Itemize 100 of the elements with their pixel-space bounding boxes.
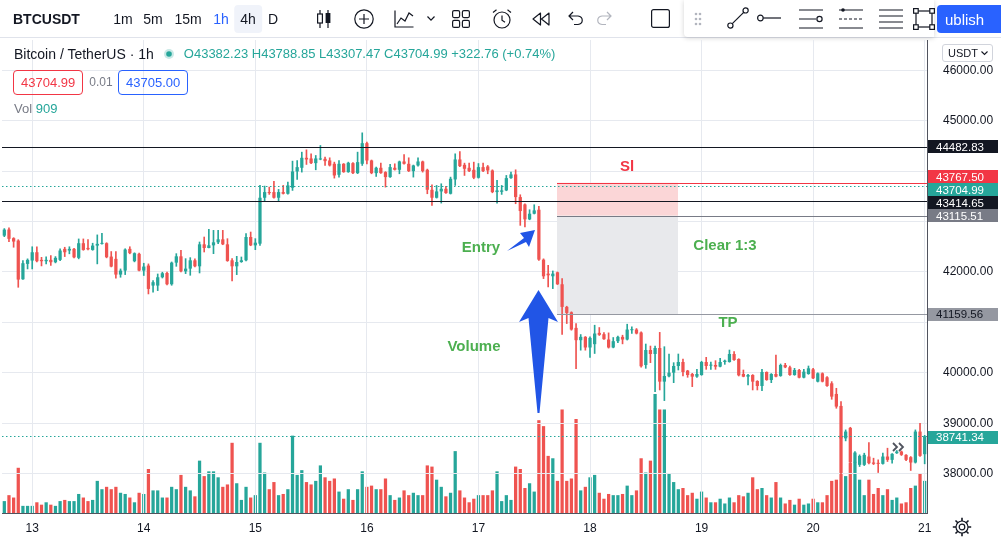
- bar: [58, 501, 62, 513]
- bar: [788, 499, 792, 513]
- bar: [658, 409, 662, 513]
- bar: [620, 493, 625, 513]
- bar: [885, 489, 890, 513]
- bar: [295, 474, 299, 513]
- x-tick-label: 15: [248, 520, 263, 535]
- bar: [616, 495, 620, 513]
- candlestick: [100, 232, 104, 245]
- bar: [249, 497, 253, 513]
- x-tick-label: 13: [25, 520, 40, 535]
- x-tick-label: 14: [137, 520, 151, 535]
- ref-line-label: 43115.51: [936, 209, 984, 222]
- bar: [281, 493, 285, 513]
- bar: [778, 497, 783, 513]
- y-tick-label: 45000.00: [943, 112, 994, 127]
- bar: [7, 495, 11, 513]
- bar: [681, 488, 685, 513]
- bar: [332, 478, 336, 513]
- bar: [360, 471, 364, 513]
- bar: [430, 466, 434, 513]
- bar: [453, 451, 457, 513]
- bar: [86, 501, 90, 513]
- candlestick: [216, 230, 220, 244]
- bar: [197, 460, 202, 513]
- bar: [751, 477, 755, 513]
- bar: [337, 491, 341, 513]
- y-tick-label: 39000.00: [943, 415, 994, 430]
- ref-line-label: 38741.34: [936, 430, 985, 443]
- y-tick-label: 40000.00: [943, 365, 994, 380]
- bar: [183, 486, 188, 513]
- bar: [774, 482, 778, 513]
- text: 4h: [234, 5, 262, 33]
- y-tick-label: 46000.00: [943, 62, 994, 77]
- bar: [309, 484, 313, 513]
- candlestick: [709, 361, 713, 370]
- bar: [244, 486, 248, 513]
- bar: [388, 495, 392, 513]
- bar: [490, 490, 495, 513]
- bar: [913, 485, 918, 513]
- bar: [718, 498, 722, 513]
- bar: [137, 492, 141, 513]
- candlestick: [86, 239, 90, 251]
- bar: [221, 486, 225, 513]
- bar: [397, 497, 402, 513]
- bar: [765, 495, 769, 513]
- bar: [104, 486, 109, 513]
- bar: [342, 498, 346, 513]
- bar: [63, 499, 67, 513]
- bar: [383, 478, 388, 513]
- annotation: 43705.00: [118, 70, 189, 95]
- bar: [709, 502, 713, 513]
- bar: [867, 479, 871, 513]
- bar: [369, 485, 374, 513]
- bar: [439, 486, 443, 513]
- bar: [769, 497, 773, 513]
- bar: [690, 492, 694, 513]
- bar: [304, 482, 309, 513]
- bar: [216, 477, 220, 513]
- bar: [811, 498, 815, 513]
- bar: [355, 489, 360, 513]
- bar: [421, 495, 425, 513]
- bar: [314, 480, 318, 513]
- text: D: [267, 11, 279, 27]
- text: 1m: [113, 11, 133, 27]
- x-tick-label: 16: [360, 520, 374, 535]
- ref-line-label: 44482.83: [936, 140, 984, 153]
- bar: [639, 458, 643, 513]
- bar: [527, 483, 532, 513]
- bar: [207, 471, 211, 513]
- bar: [351, 499, 355, 513]
- candlestick: [630, 326, 634, 334]
- bar: [230, 442, 234, 513]
- bar: [114, 486, 118, 513]
- bar: [365, 486, 369, 513]
- bar: [35, 502, 39, 513]
- bar: [648, 460, 653, 513]
- bar: [481, 495, 485, 513]
- x-tick-label: 19: [694, 520, 709, 535]
- bar: [746, 492, 750, 513]
- bar: [895, 497, 899, 513]
- ref-line-label: 43767.50: [936, 170, 984, 183]
- bar: [532, 491, 536, 513]
- bar: [444, 496, 448, 513]
- bar: [91, 499, 95, 513]
- bar: [727, 497, 732, 513]
- bar: [67, 501, 72, 513]
- bar: [300, 470, 304, 513]
- bar: [495, 471, 499, 513]
- text: BTCUSDT: [13, 11, 80, 27]
- candlestick: [774, 354, 778, 378]
- candlestick: [323, 156, 327, 166]
- currency-dropdown: USDT: [942, 44, 993, 62]
- bar: [323, 477, 327, 513]
- bar: [723, 503, 727, 513]
- x-tick-label: 18: [583, 520, 597, 535]
- bar: [434, 479, 439, 513]
- bar: [170, 486, 174, 513]
- annotation: Clear 1:3: [693, 235, 757, 253]
- bar: [583, 486, 587, 513]
